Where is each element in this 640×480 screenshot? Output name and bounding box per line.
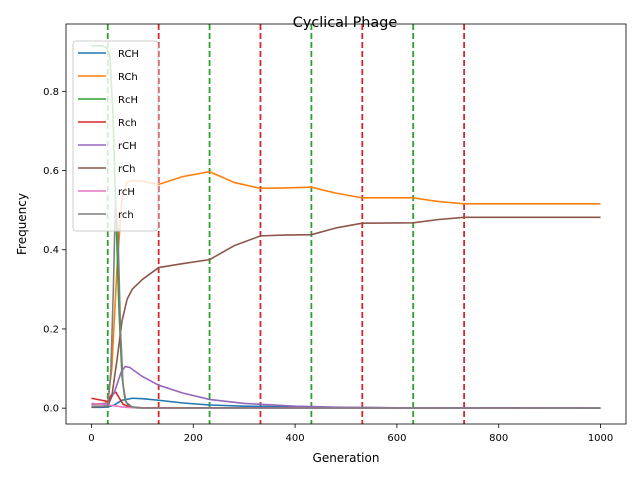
x-tick-label: 200 xyxy=(184,433,203,444)
y-tick-label: 0.8 xyxy=(43,87,59,98)
legend-label: RCH xyxy=(118,49,139,60)
chart-title: Cyclical Phage xyxy=(293,15,398,31)
legend-box xyxy=(72,40,159,232)
x-tick-label: 800 xyxy=(489,433,508,444)
x-tick-label: 0 xyxy=(88,433,94,444)
legend-label: rCH xyxy=(118,141,137,152)
legend-label: Rch xyxy=(118,118,137,129)
y-tick-label: 0.4 xyxy=(43,245,59,256)
legend-label: rch xyxy=(118,210,134,221)
legend-label: rcH xyxy=(118,187,135,198)
x-axis-label: Generation xyxy=(313,451,380,465)
x-tick-label: 1000 xyxy=(588,433,613,444)
y-tick-label: 0.0 xyxy=(43,404,59,415)
legend-label: rCh xyxy=(118,164,135,175)
x-tick-label: 400 xyxy=(286,433,305,444)
legend-label: RCh xyxy=(118,72,138,83)
legend: RCH RCh RcH Rch rCH rCh rcH rch xyxy=(72,40,159,232)
y-tick-label: 0.6 xyxy=(43,166,59,177)
x-tick-label: 600 xyxy=(387,433,406,444)
legend-label: RcH xyxy=(118,95,138,106)
series-line-RCh xyxy=(91,170,601,405)
series-line-rCh xyxy=(91,216,601,408)
y-axis-label: Frequency xyxy=(15,193,29,255)
y-axis-ticks: 0.0 0.2 0.4 0.6 0.8 xyxy=(43,87,66,415)
plot-frame xyxy=(65,23,627,425)
x-axis-ticks: 0 200 400 600 800 1000 xyxy=(88,424,613,444)
y-tick-label: 0.2 xyxy=(43,324,59,335)
